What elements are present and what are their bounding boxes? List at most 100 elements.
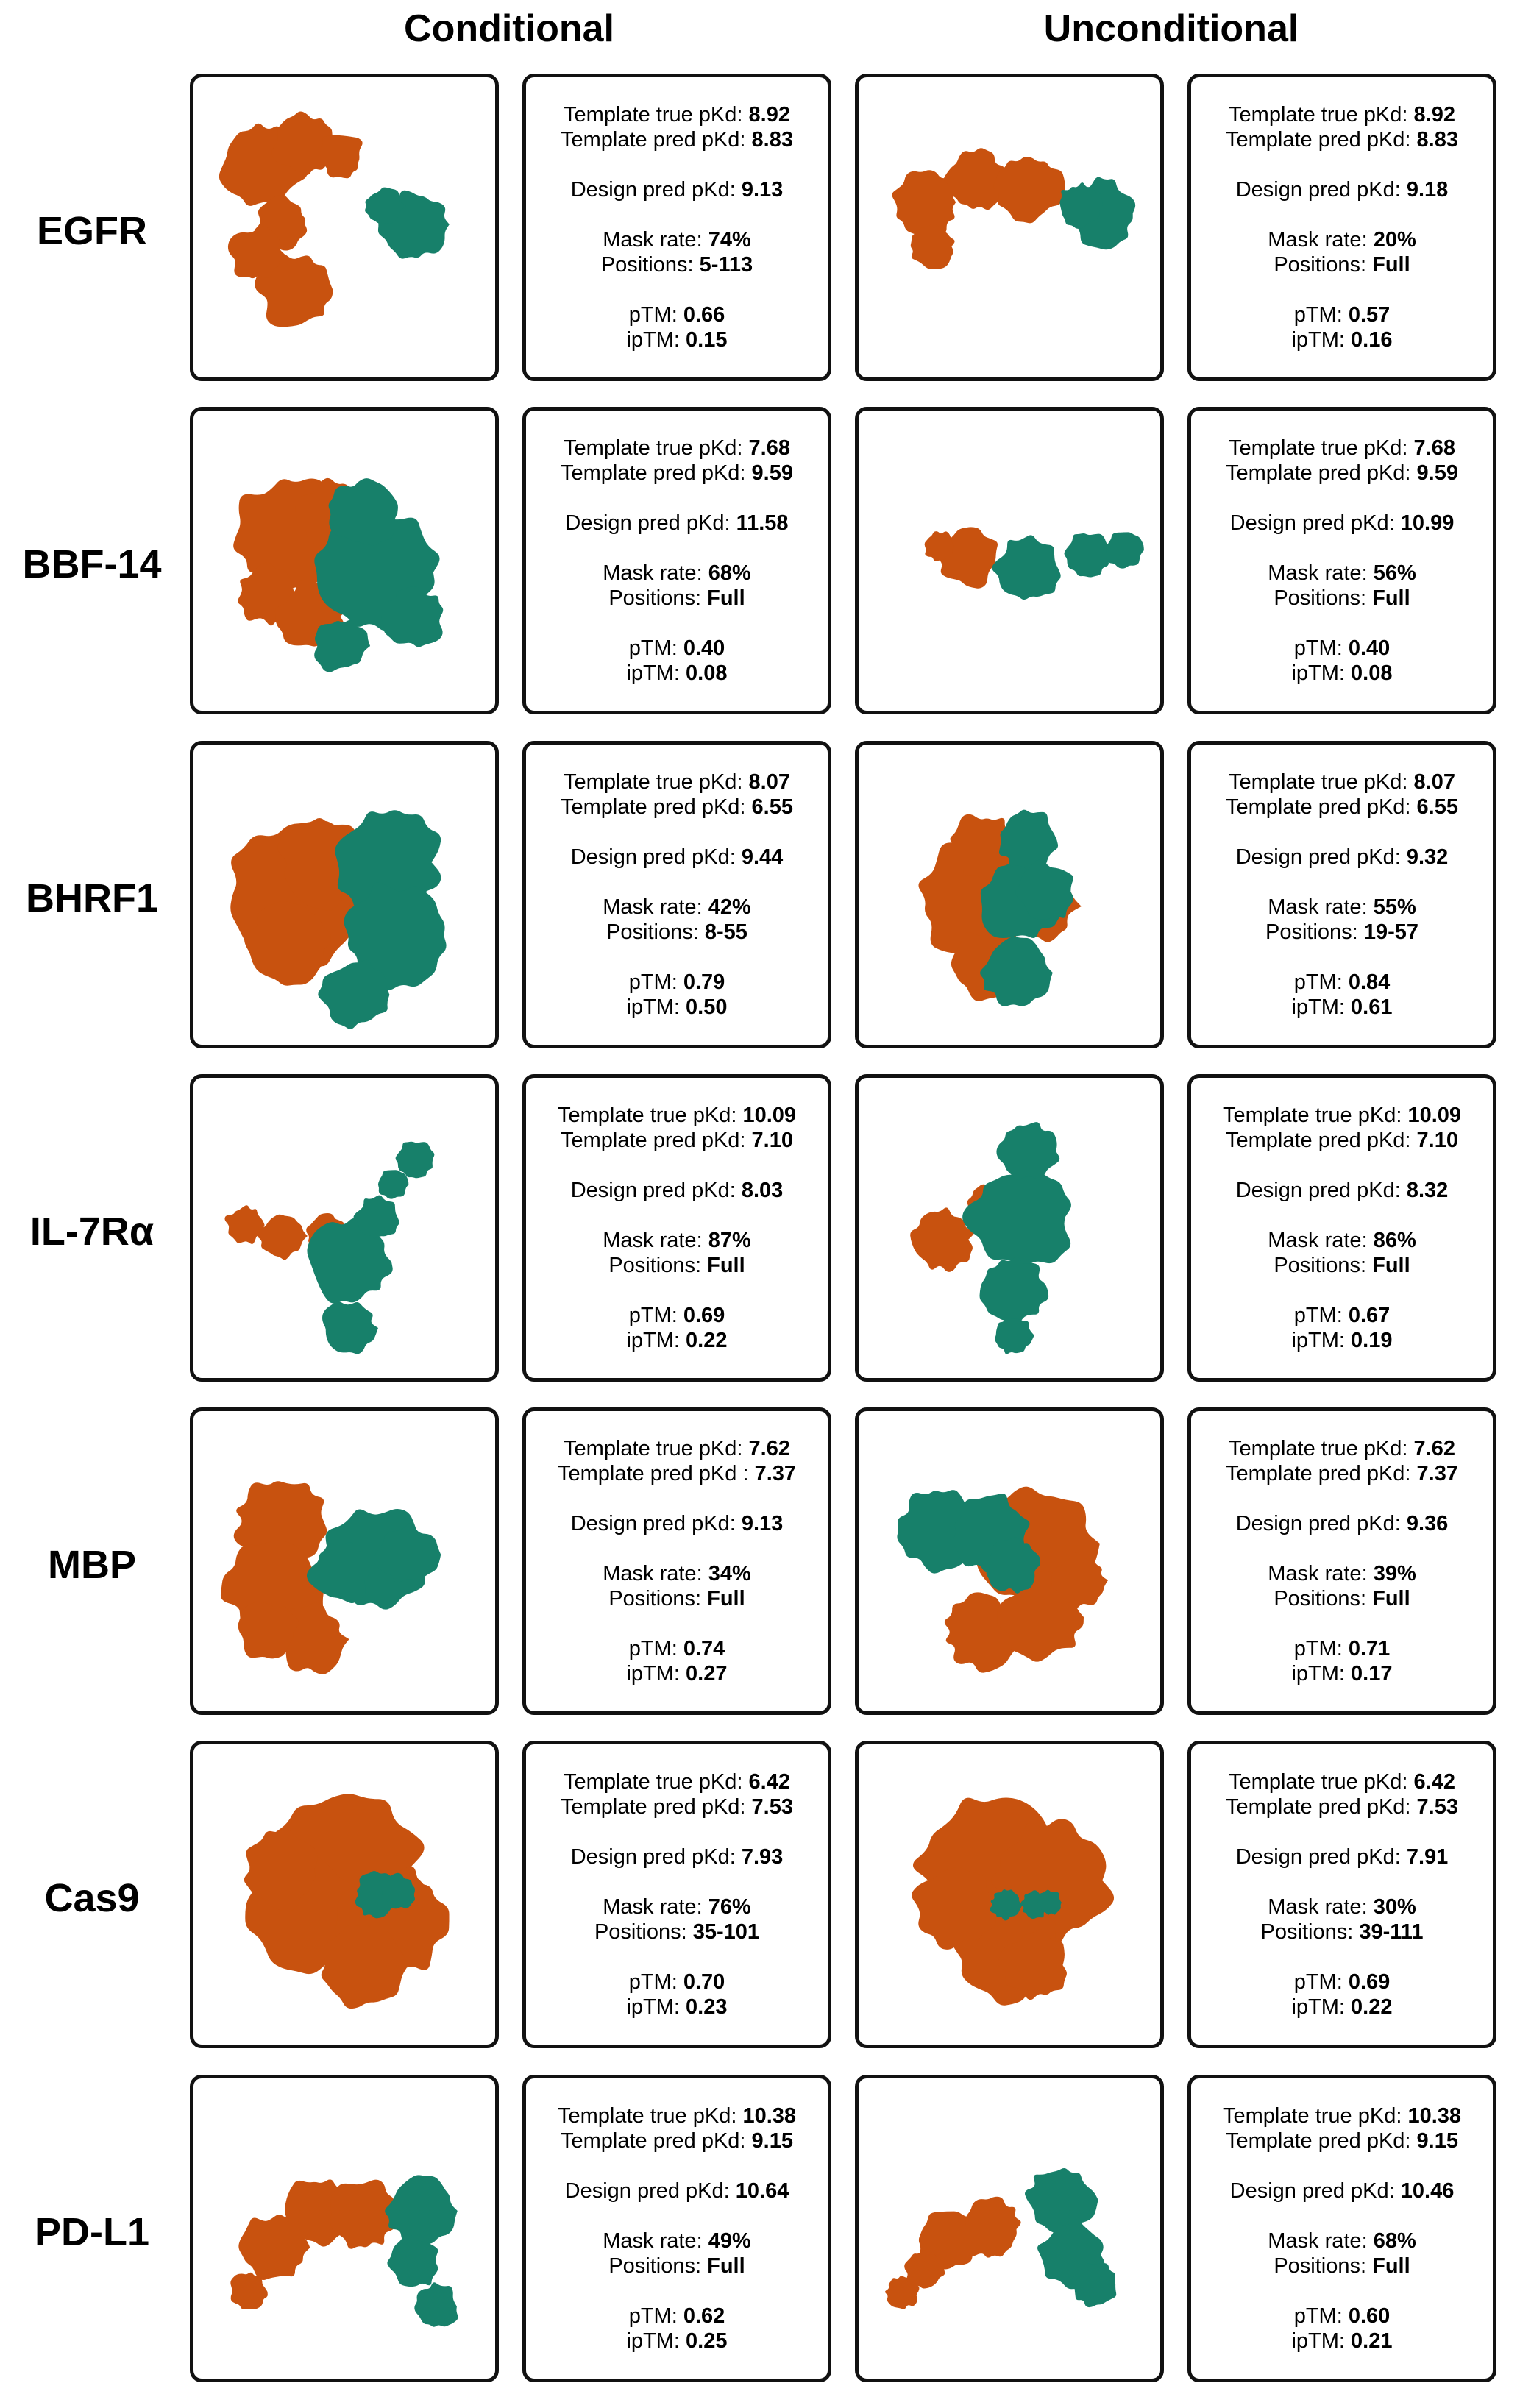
positions: Positions: Full bbox=[1274, 1587, 1410, 1610]
iptm: ipTM: 0.17 bbox=[1291, 1662, 1393, 1686]
mask-rate: Mask rate: 87% bbox=[603, 1229, 751, 1252]
ptm: pTM: 0.57 bbox=[1293, 303, 1391, 327]
conditional-metrics: Template true pKd: 10.38 Template pred p… bbox=[522, 2075, 831, 2382]
target-name: IL-7Rα bbox=[29, 1210, 155, 1254]
mask-rate: Mask rate: 30% bbox=[1268, 1895, 1416, 1919]
mask-rate: Mask rate: 42% bbox=[603, 895, 751, 919]
conditional-metrics: Template true pKd: 7.68 Template pred pK… bbox=[522, 407, 831, 714]
unconditional-structure-image bbox=[855, 1741, 1164, 2048]
mask-rate: Mask rate: 55% bbox=[1268, 895, 1416, 919]
template-pred-pkd: Template pred pKd: 9.15 bbox=[1226, 2129, 1458, 2153]
ptm: pTM: 0.69 bbox=[1293, 1970, 1391, 1994]
design-pred-pkd: Design pred pKd: 9.13 bbox=[570, 178, 784, 202]
design-pred-pkd: Design pred pKd: 8.32 bbox=[1235, 1179, 1449, 1202]
ptm: pTM: 0.71 bbox=[1293, 1637, 1391, 1661]
template-pred-pkd: Template pred pKd: 7.10 bbox=[561, 1129, 793, 1152]
ptm: pTM: 0.62 bbox=[628, 2304, 725, 2328]
target-name: BHRF1 bbox=[25, 876, 158, 920]
result-row: BHRF1 Template true pKd: 8.07 Template p… bbox=[0, 741, 1520, 1056]
mask-rate: Mask rate: 74% bbox=[603, 228, 751, 252]
positions: Positions: Full bbox=[1274, 253, 1410, 277]
ptm: pTM: 0.67 bbox=[1293, 1304, 1391, 1327]
design-pred-pkd: Design pred pKd: 10.64 bbox=[564, 2179, 789, 2203]
template-true-pkd: Template true pKd: 7.68 bbox=[564, 436, 790, 460]
conditional-metrics: Template true pKd: 7.62 Template pred pK… bbox=[522, 1407, 831, 1715]
positions: Positions: 35-101 bbox=[594, 1920, 760, 1944]
result-row: BBF-14 Template true pKd: 7.68 Template … bbox=[0, 407, 1520, 722]
ptm: pTM: 0.74 bbox=[628, 1637, 725, 1661]
positions: Positions: Full bbox=[608, 2254, 745, 2278]
template-pred-pkd: Template pred pKd: 7.53 bbox=[1226, 1795, 1458, 1819]
template-true-pkd: Template true pKd: 10.38 bbox=[1222, 2104, 1462, 2128]
ptm: pTM: 0.84 bbox=[1293, 970, 1391, 994]
iptm: ipTM: 0.16 bbox=[1291, 328, 1393, 352]
unconditional-structure-image bbox=[855, 2075, 1164, 2382]
conditional-structure-image bbox=[190, 1407, 499, 1715]
mask-rate: Mask rate: 49% bbox=[603, 2229, 751, 2253]
template-pred-pkd: Template pred pKd: 8.83 bbox=[1226, 128, 1458, 152]
template-true-pkd: Template true pKd: 7.62 bbox=[1229, 1437, 1455, 1460]
ptm: pTM: 0.79 bbox=[628, 970, 725, 994]
mask-rate: Mask rate: 68% bbox=[1268, 2229, 1416, 2253]
conditional-structure-image bbox=[190, 2075, 499, 2382]
unconditional-structure-image bbox=[855, 1074, 1164, 1382]
template-true-pkd: Template true pKd: 8.92 bbox=[564, 103, 790, 127]
unconditional-metrics: Template true pKd: 8.07 Template pred pK… bbox=[1187, 741, 1496, 1048]
target-name: PD-L1 bbox=[34, 2210, 149, 2254]
template-true-pkd: Template true pKd: 7.68 bbox=[1229, 436, 1455, 460]
iptm: ipTM: 0.19 bbox=[1291, 1329, 1393, 1352]
template-pred-pkd: Template pred pKd: 9.59 bbox=[1226, 461, 1458, 485]
mask-rate: Mask rate: 86% bbox=[1268, 1229, 1416, 1252]
template-true-pkd: Template true pKd: 6.42 bbox=[564, 1770, 790, 1794]
template-true-pkd: Template true pKd: 6.42 bbox=[1229, 1770, 1455, 1794]
conditional-structure-image bbox=[190, 1741, 499, 2048]
ptm: pTM: 0.69 bbox=[628, 1304, 725, 1327]
result-row: MBP Template true pKd: 7.62 Template pre… bbox=[0, 1407, 1520, 1722]
conditional-metrics: Template true pKd: 8.92 Template pred pK… bbox=[522, 74, 831, 381]
conditional-structure-image bbox=[190, 741, 499, 1048]
template-pred-pkd: Template pred pKd: 6.55 bbox=[1226, 795, 1458, 819]
ptm: pTM: 0.66 bbox=[628, 303, 725, 327]
target-name: MBP bbox=[48, 1543, 136, 1587]
unconditional-metrics: Template true pKd: 10.38 Template pred p… bbox=[1187, 2075, 1496, 2382]
iptm: ipTM: 0.27 bbox=[626, 1662, 728, 1686]
conditional-metrics: Template true pKd: 8.07 Template pred pK… bbox=[522, 741, 831, 1048]
ptm: pTM: 0.60 bbox=[1293, 2304, 1391, 2328]
unconditional-structure-image bbox=[855, 407, 1164, 714]
template-true-pkd: Template true pKd: 8.92 bbox=[1229, 103, 1455, 127]
result-row: EGFR Template true pKd: 8.92 Template pr… bbox=[0, 74, 1520, 388]
template-true-pkd: Template true pKd: 10.09 bbox=[557, 1104, 797, 1127]
iptm: ipTM: 0.08 bbox=[1291, 661, 1393, 685]
positions: Positions: 5-113 bbox=[600, 253, 753, 277]
positions: Positions: Full bbox=[1274, 586, 1410, 610]
mask-rate: Mask rate: 20% bbox=[1268, 228, 1416, 252]
positions: Positions: Full bbox=[1274, 2254, 1410, 2278]
target-name: Cas9 bbox=[44, 1876, 140, 1920]
mask-rate: Mask rate: 76% bbox=[603, 1895, 751, 1919]
design-pred-pkd: Design pred pKd: 10.46 bbox=[1229, 2179, 1455, 2203]
positions: Positions: Full bbox=[1274, 1254, 1410, 1277]
positions: Positions: 19-57 bbox=[1265, 920, 1418, 944]
target-name: EGFR bbox=[36, 209, 147, 253]
positions: Positions: 8-55 bbox=[606, 920, 747, 944]
positions: Positions: Full bbox=[608, 1254, 745, 1277]
ptm: pTM: 0.70 bbox=[628, 1970, 725, 1994]
result-row: IL-7Rα Template true pKd: 10.09 Template… bbox=[0, 1074, 1520, 1389]
design-pred-pkd: Design pred pKd: 9.32 bbox=[1235, 845, 1449, 869]
unconditional-metrics: Template true pKd: 7.68 Template pred pK… bbox=[1187, 407, 1496, 714]
iptm: ipTM: 0.08 bbox=[626, 661, 728, 685]
design-pred-pkd: Design pred pKd: 10.99 bbox=[1229, 511, 1455, 535]
template-pred-pkd: Template pred pKd : 7.37 bbox=[557, 1462, 797, 1485]
template-true-pkd: Template true pKd: 8.07 bbox=[1229, 770, 1455, 794]
design-pred-pkd: Design pred pKd: 11.58 bbox=[565, 511, 789, 535]
iptm: ipTM: 0.50 bbox=[626, 995, 728, 1019]
ptm: pTM: 0.40 bbox=[1293, 636, 1391, 660]
template-true-pkd: Template true pKd: 10.38 bbox=[557, 2104, 797, 2128]
design-pred-pkd: Design pred pKd: 8.03 bbox=[570, 1179, 784, 1202]
template-pred-pkd: Template pred pKd: 7.10 bbox=[1226, 1129, 1458, 1152]
positions: Positions: Full bbox=[608, 1587, 745, 1610]
result-row: Cas9 Template true pKd: 6.42 Template pr… bbox=[0, 1741, 1520, 2056]
conditional-structure-image bbox=[190, 407, 499, 714]
iptm: ipTM: 0.23 bbox=[626, 1995, 728, 2019]
template-pred-pkd: Template pred pKd: 9.59 bbox=[561, 461, 793, 485]
